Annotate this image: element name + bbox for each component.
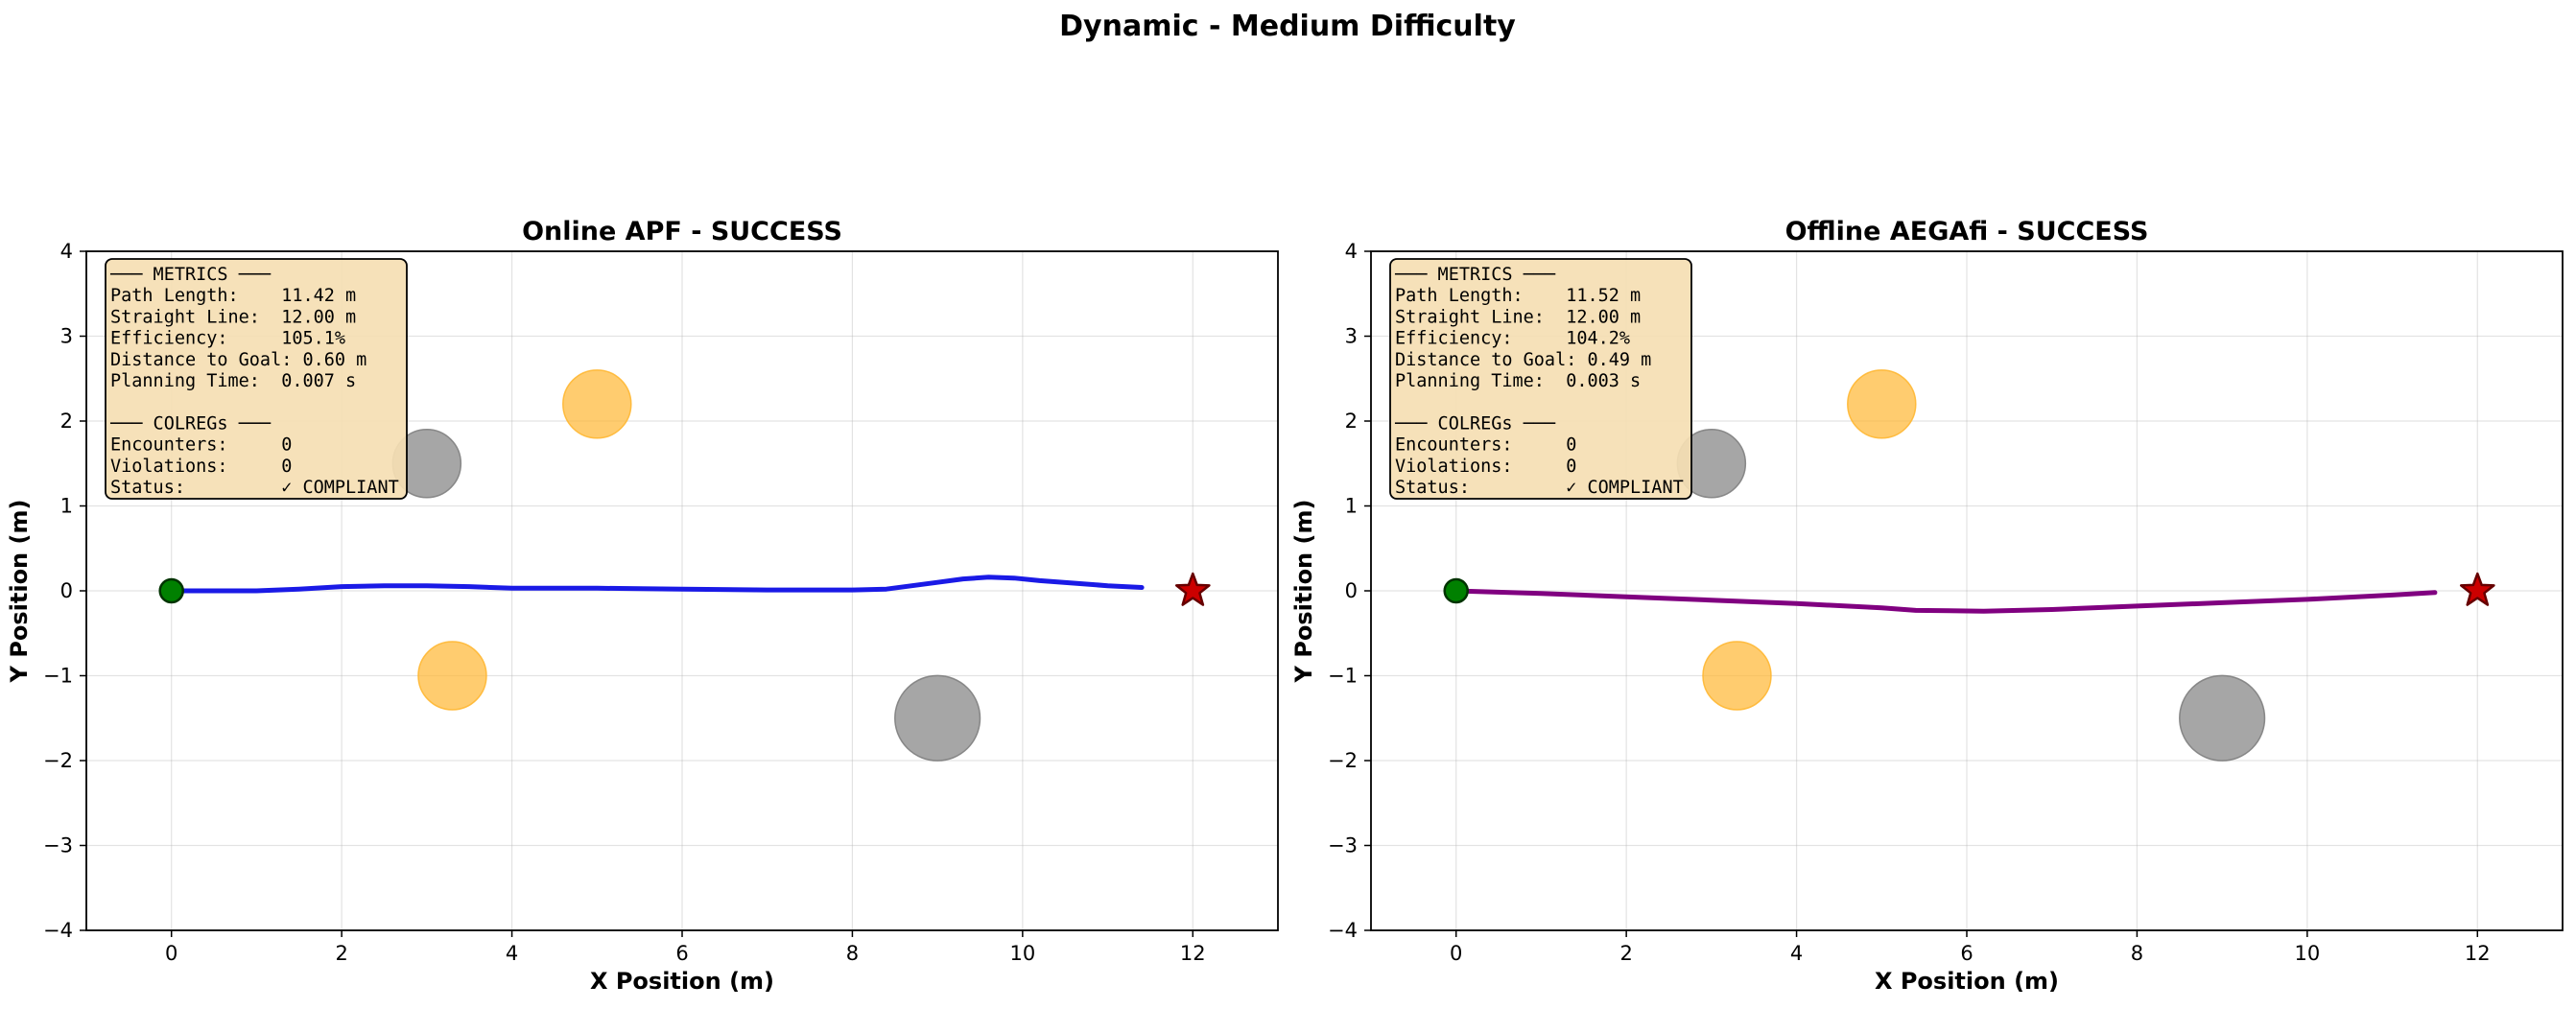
- y-tick-label: 4: [1345, 240, 1358, 263]
- metrics-line: Planning Time: 0.007 s: [110, 371, 356, 391]
- x-tick-label: 10: [1009, 942, 1035, 965]
- metrics-line: ─── COLREGs ───: [1394, 413, 1556, 434]
- x-tick-label: 8: [846, 942, 859, 965]
- y-tick-label: 2: [60, 410, 73, 433]
- metrics-line: Violations: 0: [110, 457, 292, 477]
- metrics-line: ─── COLREGs ───: [109, 413, 272, 434]
- x-tick-label: 0: [165, 942, 177, 965]
- goal-star-marker: [2459, 572, 2495, 606]
- y-tick-label: −3: [1328, 834, 1358, 857]
- y-tick-label: 3: [1345, 325, 1358, 348]
- y-axis-label: Y Position (m): [6, 500, 33, 684]
- metrics-line: Path Length: 11.42 m: [110, 286, 356, 306]
- x-axis-label: X Position (m): [590, 968, 774, 995]
- metrics-box: [1389, 258, 1692, 500]
- y-tick-label: 2: [1345, 410, 1358, 433]
- x-tick-label: 12: [1180, 942, 1206, 965]
- y-tick-label: −4: [43, 919, 73, 942]
- start-marker: [158, 577, 184, 604]
- metrics-line: Encounters: 0: [1395, 435, 1576, 456]
- y-tick-label: −3: [43, 834, 73, 857]
- trajectory-line: [1453, 588, 2438, 614]
- x-tick-label: 4: [506, 942, 518, 965]
- y-tick-label: −4: [1328, 919, 1358, 942]
- metrics-line: Encounters: 0: [110, 435, 292, 456]
- metrics-line: Distance to Goal: 0.49 m: [1395, 350, 1651, 370]
- x-tick-label: 2: [1619, 942, 1632, 965]
- x-axis-label: X Position (m): [1875, 968, 2059, 995]
- x-tick-label: 10: [2294, 942, 2320, 965]
- y-tick-label: −1: [43, 665, 73, 688]
- y-tick-label: 1: [60, 495, 73, 518]
- dynamic-obstacle: [1702, 641, 1772, 711]
- start-marker: [1443, 577, 1469, 604]
- dynamic-obstacle: [562, 369, 632, 439]
- figure-title: Dynamic - Medium Difficulty: [1059, 10, 1516, 43]
- x-tick-label: 4: [1790, 942, 1803, 965]
- x-tick-label: 0: [1450, 942, 1462, 965]
- y-tick-label: 0: [1345, 579, 1358, 602]
- y-tick-label: 0: [60, 579, 73, 602]
- metrics-line: Straight Line: 12.00 m: [1395, 307, 1641, 327]
- metrics-line: ─── METRICS ───: [1394, 265, 1556, 285]
- metrics-line: Status: ✓ COMPLIANT: [1395, 478, 1684, 498]
- metrics-line: ─── METRICS ───: [109, 265, 272, 285]
- metrics-line: Straight Line: 12.00 m: [110, 307, 356, 327]
- trajectory-line: [169, 575, 1145, 594]
- y-axis-label: Y Position (m): [1290, 500, 1317, 684]
- goal-star-marker: [1174, 572, 1211, 606]
- x-tick-label: 12: [2465, 942, 2491, 965]
- x-tick-label: 2: [335, 942, 347, 965]
- panel-title: Online APF - SUCCESS: [522, 217, 842, 246]
- metrics-line: Planning Time: 0.003 s: [1395, 371, 1641, 391]
- static-obstacle: [894, 674, 981, 762]
- metrics-line: Efficiency: 104.2%: [1395, 329, 1630, 349]
- dynamic-obstacle: [417, 641, 487, 711]
- metrics-line: Path Length: 11.52 m: [1395, 286, 1641, 306]
- static-obstacle: [2179, 674, 2266, 762]
- y-tick-label: −2: [1328, 749, 1358, 772]
- y-tick-label: 3: [60, 325, 73, 348]
- y-tick-label: 1: [1345, 495, 1358, 518]
- metrics-box: [105, 258, 408, 500]
- metrics-line: Distance to Goal: 0.60 m: [110, 350, 366, 370]
- x-tick-label: 6: [1960, 942, 1973, 965]
- x-tick-label: 6: [675, 942, 688, 965]
- x-tick-label: 8: [2131, 942, 2143, 965]
- metrics-line: Status: ✓ COMPLIANT: [110, 478, 399, 498]
- metrics-line: Efficiency: 105.1%: [110, 329, 345, 349]
- metrics-line: Violations: 0: [1395, 457, 1576, 477]
- y-tick-label: −2: [43, 749, 73, 772]
- panel-title: Offline AEGAfi - SUCCESS: [1785, 217, 2149, 246]
- y-tick-label: 4: [60, 240, 73, 263]
- y-tick-label: −1: [1328, 665, 1358, 688]
- dynamic-obstacle: [1847, 369, 1917, 439]
